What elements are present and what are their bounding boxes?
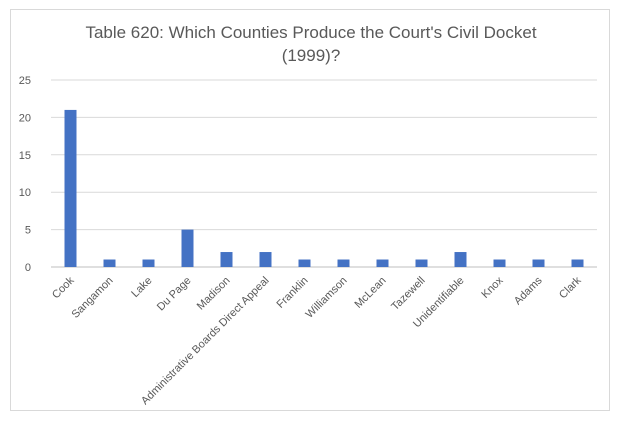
chart-title-line-2: (1999)? [282,46,341,65]
x-category-label: Lake [129,275,154,300]
bars [64,109,584,267]
bar-chart: Table 620: Which Counties Produce the Co… [19,23,597,407]
x-category-label: Clark [557,274,584,301]
bar-du-page [181,229,194,267]
y-tick-label: 20 [19,112,31,124]
bar-adams [532,259,545,267]
x-category-label: Du Page [155,275,194,314]
bar-mclean [376,259,389,267]
bar-williamson [337,259,350,267]
bar-administrative-boards-direct-appeal [259,252,272,267]
bar-cook [64,109,77,267]
x-category-label: Franklin [274,275,310,311]
bar-unidentifiable [454,252,467,267]
chart-title-line-1: Table 620: Which Counties Produce the Co… [85,23,536,42]
x-category-label: Cook [50,274,77,301]
chart-frame: Table 620: Which Counties Produce the Co… [10,9,610,411]
x-category-label: Tazewell [389,275,427,313]
gridlines [51,79,597,268]
y-tick-label: 15 [19,150,31,162]
bar-franklin [298,259,311,267]
bar-sangamon [103,259,116,267]
y-tick-label: 0 [25,262,31,274]
bar-tazewell [415,259,428,267]
bar-knox [493,259,506,267]
x-category-label: Sangamon [70,275,116,321]
bar-madison [220,252,233,267]
x-category-label: Madison [195,275,233,313]
y-tick-label: 10 [19,187,31,199]
y-tick-label: 25 [19,75,31,87]
x-category-label: Knox [479,274,506,301]
y-tick-label: 5 [25,225,31,237]
x-category-label: Adams [512,274,545,307]
y-axis-tick-labels: 0 5 10 15 20 25 [19,75,31,274]
bar-lake [142,259,155,267]
x-category-label: McLean [352,275,388,311]
bar-clark [571,259,584,267]
x-category-label: Williamson [304,275,350,321]
